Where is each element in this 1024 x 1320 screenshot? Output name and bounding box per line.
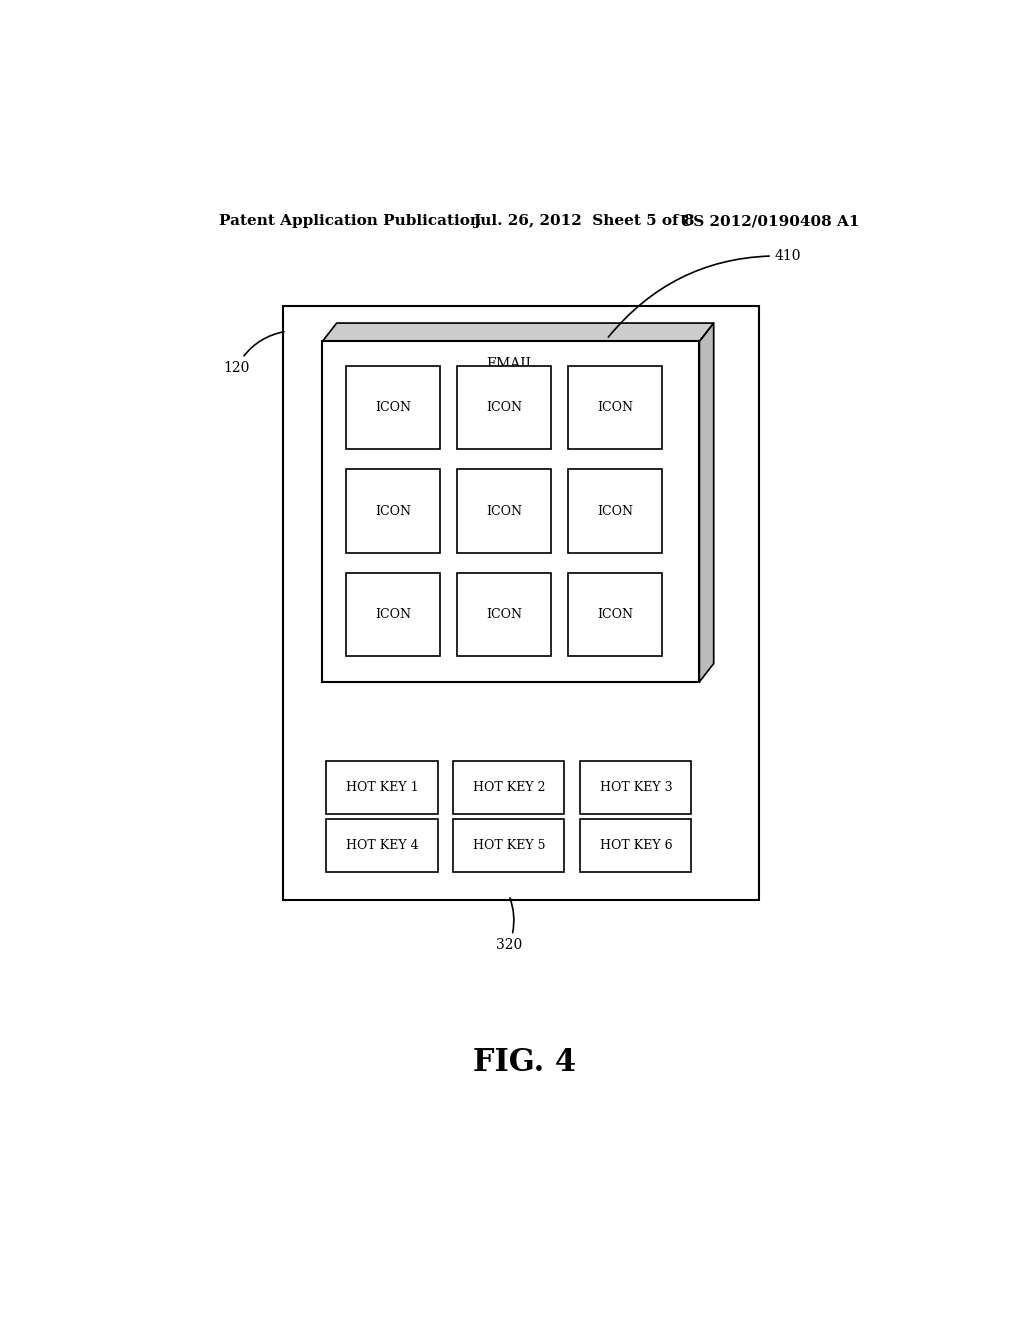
Bar: [346, 470, 440, 553]
Text: ICON: ICON: [597, 401, 633, 414]
Bar: [568, 573, 663, 656]
Polygon shape: [323, 323, 714, 342]
Bar: [458, 366, 551, 449]
Bar: [327, 818, 437, 873]
Text: ICON: ICON: [375, 609, 411, 622]
Text: ICON: ICON: [486, 609, 522, 622]
Bar: [458, 573, 551, 656]
Text: ICON: ICON: [597, 504, 633, 517]
Text: US 2012/0190408 A1: US 2012/0190408 A1: [680, 214, 859, 228]
Bar: [454, 818, 564, 873]
Text: HOT KEY 6: HOT KEY 6: [600, 840, 672, 851]
Bar: [568, 470, 663, 553]
Text: 120: 120: [223, 331, 284, 375]
Bar: [283, 306, 759, 900]
Text: ICON: ICON: [486, 504, 522, 517]
Text: EMAIL: EMAIL: [486, 356, 536, 371]
Text: HOT KEY 5: HOT KEY 5: [473, 840, 545, 851]
Text: Jul. 26, 2012  Sheet 5 of 8: Jul. 26, 2012 Sheet 5 of 8: [473, 214, 694, 228]
Text: HOT KEY 1: HOT KEY 1: [346, 781, 418, 795]
Text: ICON: ICON: [486, 401, 522, 414]
Text: ICON: ICON: [375, 504, 411, 517]
Bar: [323, 342, 699, 682]
Bar: [581, 762, 691, 814]
Text: HOT KEY 3: HOT KEY 3: [600, 781, 672, 795]
Text: 410: 410: [608, 249, 802, 337]
Text: 320: 320: [496, 898, 522, 952]
Bar: [346, 366, 440, 449]
Text: HOT KEY 4: HOT KEY 4: [346, 840, 418, 851]
Bar: [346, 573, 440, 656]
Bar: [458, 470, 551, 553]
Text: ICON: ICON: [375, 401, 411, 414]
Bar: [327, 762, 437, 814]
Text: Patent Application Publication: Patent Application Publication: [219, 214, 481, 228]
Bar: [454, 762, 564, 814]
Text: APPLICATION: APPLICATION: [470, 338, 571, 351]
Text: HOT KEY 2: HOT KEY 2: [473, 781, 545, 795]
Text: FIG. 4: FIG. 4: [473, 1048, 577, 1078]
Bar: [568, 366, 663, 449]
Text: ICON: ICON: [597, 609, 633, 622]
Bar: [581, 818, 691, 873]
Polygon shape: [699, 323, 714, 682]
